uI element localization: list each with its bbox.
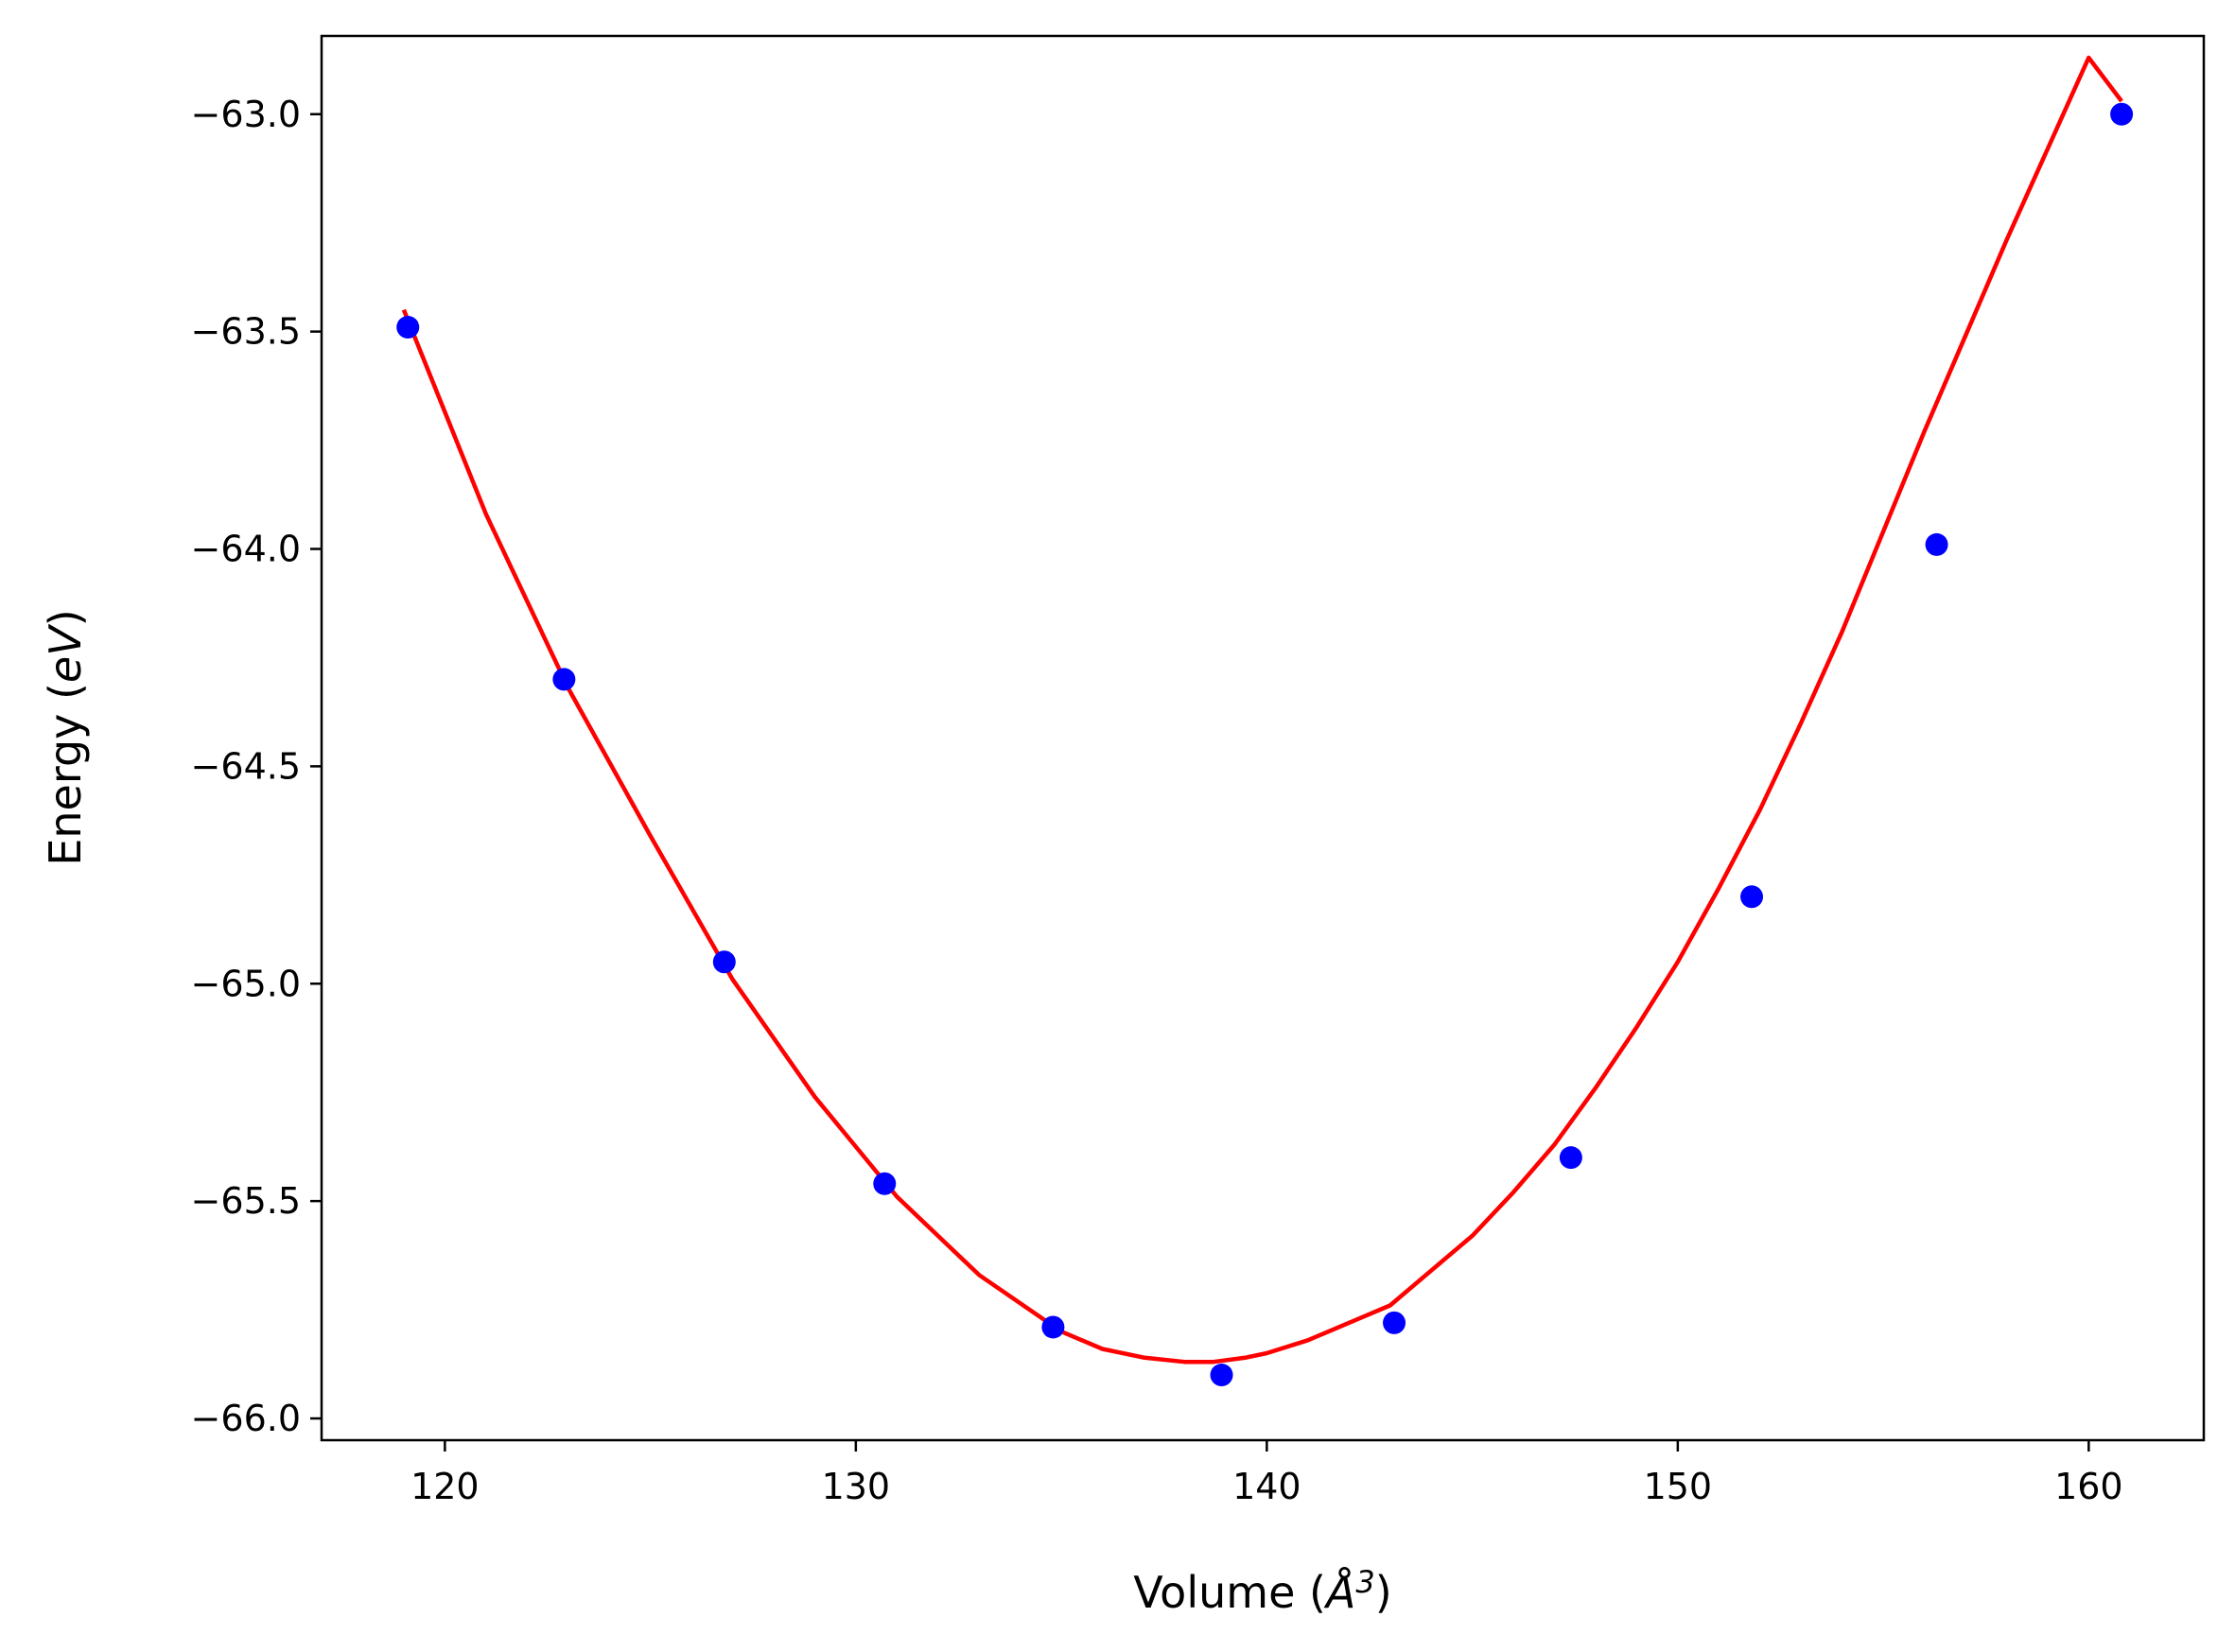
data-point: [873, 1172, 897, 1195]
data-point: [712, 950, 736, 974]
x-tick-label: 140: [1232, 1466, 1301, 1507]
y-tick-label: −64.0: [191, 529, 301, 570]
y-tick-label: −63.5: [191, 311, 301, 353]
y-tick-label: −64.5: [191, 745, 301, 787]
data-point: [396, 316, 420, 339]
x-axis: 120 130 140 150 160: [410, 1440, 2123, 1507]
data-point: [1740, 885, 1764, 909]
x-tick-label: 130: [822, 1466, 891, 1507]
data-point: [1559, 1146, 1582, 1170]
axes-frame: [320, 34, 2206, 1442]
y-tick-label: −65.5: [191, 1180, 301, 1222]
x-axis-title: Volume (Å3): [1133, 1564, 1391, 1618]
y-axis: −63.0 −63.5 −64.0 −64.5 −65.0 −65.5 −66.0: [191, 94, 322, 1439]
x-tick-label: 120: [410, 1466, 480, 1507]
y-tick-label: −63.0: [191, 94, 301, 135]
y-tick-label: −65.0: [191, 963, 301, 1004]
y-axis-title: Energy (eV): [40, 609, 91, 865]
data-point: [1210, 1364, 1233, 1387]
x-tick-label: 160: [2054, 1466, 2123, 1507]
data-point: [1925, 532, 1948, 556]
y-tick-label: −66.0: [191, 1398, 301, 1439]
plot-area: [396, 55, 2134, 1387]
data-point: [1383, 1311, 1406, 1334]
data-point: [552, 668, 576, 691]
data-point: [1041, 1315, 1065, 1339]
data-point: [2110, 102, 2134, 126]
x-tick-label: 150: [1644, 1466, 1713, 1507]
